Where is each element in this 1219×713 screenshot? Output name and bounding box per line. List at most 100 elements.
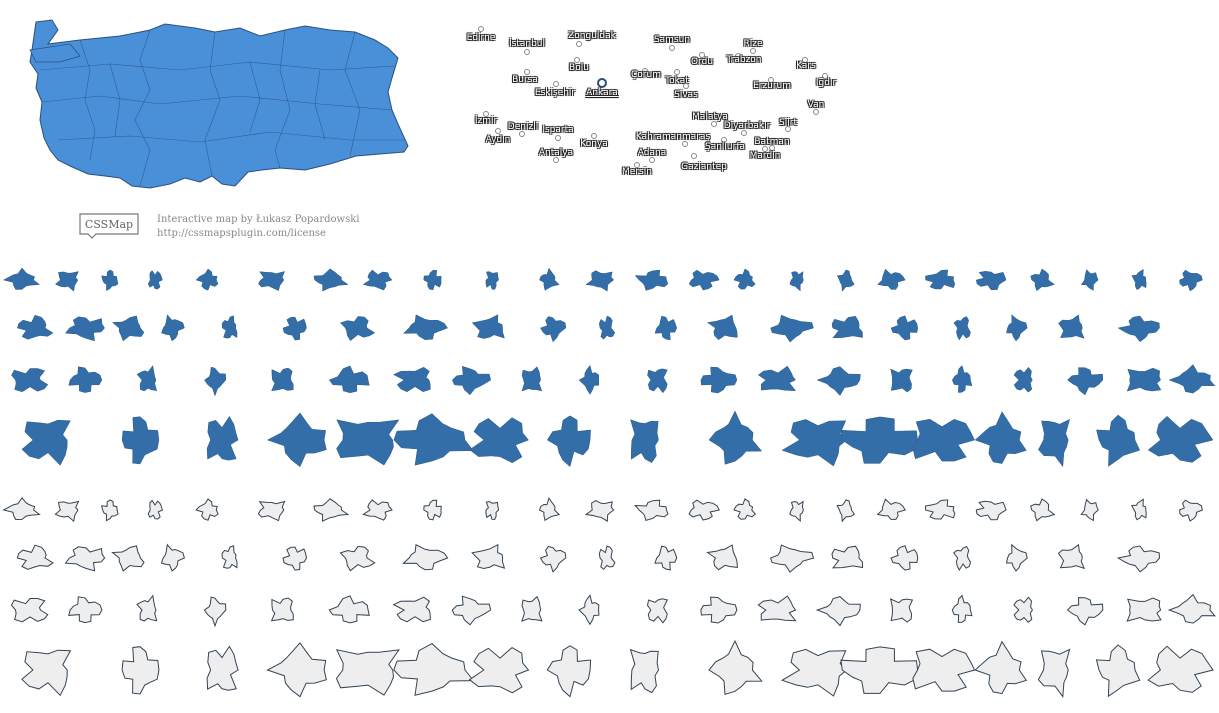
province-sprite-hover: [599, 315, 616, 340]
city-label[interactable]: Adana: [637, 148, 667, 158]
province-sprite-hover: [161, 314, 185, 342]
city-marker[interactable]: [524, 69, 530, 75]
credit-license-link[interactable]: http://cssmapsplugin.com/license: [157, 228, 326, 239]
province-sprite-hover: [402, 314, 448, 340]
city-label[interactable]: Konya: [580, 139, 608, 149]
city-marker[interactable]: [478, 26, 484, 32]
city-marker[interactable]: [822, 73, 828, 79]
turkey-main-map[interactable]: [29, 19, 409, 189]
city-label[interactable]: Ankara: [586, 88, 618, 98]
city-label[interactable]: İzmir: [474, 116, 498, 126]
city-marker[interactable]: [649, 157, 655, 163]
province-sprite-idle: [815, 596, 861, 627]
city-marker[interactable]: [768, 77, 774, 83]
city-marker[interactable]: [597, 78, 607, 88]
city-label[interactable]: Bursa: [512, 75, 538, 85]
city-label[interactable]: Erzurum: [753, 81, 791, 91]
city-marker[interactable]: [642, 68, 648, 74]
city-label[interactable]: Siirt: [779, 118, 797, 128]
city-label[interactable]: Diyarbakır: [723, 121, 771, 131]
city-label[interactable]: Malatya: [692, 112, 728, 122]
province-sprite-idle: [54, 500, 80, 523]
city-marker[interactable]: [769, 145, 775, 151]
city-marker[interactable]: [699, 52, 705, 58]
city-label[interactable]: Iğdır: [815, 78, 837, 88]
province-sprite-idle: [1080, 498, 1099, 522]
city-marker[interactable]: [682, 141, 688, 147]
province-sprite-hover: [654, 315, 677, 341]
city-marker[interactable]: [495, 128, 501, 134]
city-marker[interactable]: [721, 137, 727, 143]
city-marker[interactable]: [691, 153, 697, 159]
turkey-outline[interactable]: [29, 19, 409, 189]
province-sprite-hover: [789, 271, 804, 292]
city-label[interactable]: Çorum: [631, 70, 661, 80]
city-label[interactable]: Kahramanmaraş: [635, 132, 711, 142]
city-marker[interactable]: [674, 69, 680, 75]
city-marker[interactable]: [555, 135, 561, 141]
city-marker[interactable]: [524, 49, 530, 55]
cssmap-logo[interactable]: CSSMap: [79, 213, 139, 239]
city-label[interactable]: Mardin: [749, 151, 781, 161]
city-label[interactable]: Kars: [796, 61, 816, 71]
city-marker[interactable]: [711, 121, 717, 127]
province-sprite-hover: [539, 267, 560, 291]
city-marker[interactable]: [750, 48, 756, 54]
city-label[interactable]: Ordu: [690, 57, 714, 67]
city-label[interactable]: Van: [807, 100, 825, 110]
city-marker[interactable]: [634, 162, 640, 168]
city-label[interactable]: Antalya: [538, 148, 574, 158]
province-sprite-idle: [100, 499, 119, 522]
city-label[interactable]: Isparta: [542, 125, 574, 135]
province-sprite-idle: [889, 598, 914, 623]
city-marker[interactable]: [576, 41, 582, 47]
city-label[interactable]: Bolu: [569, 63, 589, 73]
province-sprite-hover: [546, 415, 591, 468]
city-marker[interactable]: [813, 109, 819, 115]
city-label[interactable]: Tokat: [665, 76, 689, 86]
province-sprite-idle: [206, 645, 239, 691]
province-sprite-hover: [101, 269, 119, 292]
province-sprite-idle: [733, 498, 757, 520]
province-sprite-hover: [1013, 366, 1033, 393]
city-label[interactable]: İstanbul: [508, 39, 546, 49]
province-sprite-idle: [147, 499, 164, 520]
city-label[interactable]: Şanlıurfa: [704, 142, 746, 152]
province-sprite-idle: [876, 498, 906, 520]
city-marker[interactable]: [741, 130, 747, 136]
city-marker[interactable]: [553, 81, 559, 87]
province-sprite-idle: [335, 649, 400, 696]
city-marker[interactable]: [802, 57, 808, 63]
city-label[interactable]: Batman: [754, 137, 790, 147]
city-marker[interactable]: [762, 146, 768, 152]
city-label[interactable]: Eskişehir: [534, 88, 576, 98]
city-label[interactable]: Rize: [743, 39, 763, 49]
province-sprite-idle: [221, 545, 238, 569]
city-marker[interactable]: [553, 157, 559, 163]
city-marker[interactable]: [735, 53, 741, 59]
province-sprite-idle: [423, 499, 442, 521]
city-label[interactable]: Denizli: [507, 122, 539, 132]
province-sprite-hover: [836, 269, 855, 292]
city-label[interactable]: Mersin: [622, 167, 652, 177]
city-label[interactable]: Zonguldak: [568, 31, 616, 41]
city-marker[interactable]: [785, 126, 791, 132]
province-sprite-hover: [471, 314, 505, 339]
city-label[interactable]: Gaziantep: [681, 162, 727, 172]
city-marker[interactable]: [669, 45, 675, 51]
city-marker[interactable]: [683, 83, 689, 89]
city-label[interactable]: Edirne: [466, 33, 496, 43]
city-marker[interactable]: [483, 111, 489, 117]
city-label[interactable]: Aydın: [485, 135, 511, 145]
city-label[interactable]: Trabzon: [726, 55, 762, 65]
istanbul-region[interactable]: [29, 43, 81, 63]
city-label[interactable]: Samsun: [653, 35, 691, 45]
province-sprite-hover: [708, 410, 763, 465]
province-sprite-hover: [485, 271, 499, 290]
province-sprite-idle: [1179, 499, 1203, 522]
province-sprite-hover: [953, 316, 971, 341]
city-marker[interactable]: [574, 57, 580, 63]
city-marker[interactable]: [519, 131, 525, 137]
city-marker[interactable]: [591, 133, 597, 139]
city-label[interactable]: Sivas: [674, 90, 698, 100]
